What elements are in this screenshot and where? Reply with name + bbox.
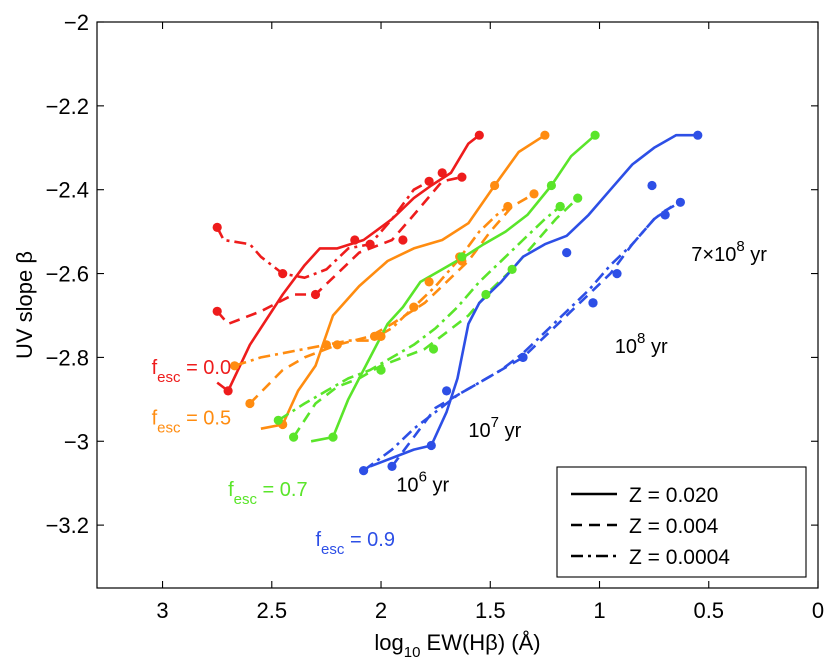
legend: Z = 0.020 Z = 0.004 Z = 0.0004 <box>556 466 807 578</box>
data-point <box>573 193 583 203</box>
age-label: 7×108 yr <box>691 238 767 266</box>
plot-markers <box>212 130 703 476</box>
data-point <box>546 180 557 191</box>
x-tick-label: 1.5 <box>475 598 506 623</box>
y-tick-label: −2.2 <box>46 94 89 119</box>
data-point <box>223 386 233 396</box>
data-point <box>376 365 386 375</box>
data-point <box>409 302 419 312</box>
x-tick-label: 0.5 <box>693 598 724 623</box>
data-point <box>369 331 380 341</box>
data-point <box>359 466 369 476</box>
data-point <box>647 180 657 191</box>
data-point <box>588 298 598 308</box>
series-line-fesc-0.0-z-0.020 <box>216 134 481 393</box>
data-point <box>310 289 321 300</box>
data-point <box>555 201 565 212</box>
fesc-label: fesc = 0.9 <box>315 529 395 558</box>
x-tick-label: 3 <box>156 598 168 623</box>
data-point <box>321 340 331 350</box>
data-point <box>474 130 484 140</box>
data-point <box>481 289 491 300</box>
data-point <box>332 340 342 350</box>
data-point <box>212 306 222 316</box>
y-tick-label: −2.4 <box>46 178 89 203</box>
series-line-fesc-0.7-z-0.020 <box>310 134 596 443</box>
series-line-fesc-0.9-z-0.004 <box>390 201 682 468</box>
data-point <box>398 235 408 245</box>
series-line-fesc-0.0-z-0.0004 <box>216 180 430 280</box>
age-label: 108 yr <box>615 330 668 358</box>
data-point <box>490 180 500 191</box>
data-point <box>328 432 338 442</box>
data-point <box>457 172 467 182</box>
y-tick-label: −3.2 <box>46 513 89 538</box>
data-point <box>562 248 572 258</box>
x-label-subscript: 10 <box>404 644 421 661</box>
series-line-fesc-0.9-z-0.0004 <box>362 205 673 472</box>
data-point <box>365 239 375 249</box>
data-point <box>540 130 550 140</box>
data-point <box>387 461 397 471</box>
age-label: 107 yr <box>468 414 521 442</box>
legend-box <box>556 466 807 578</box>
legend-label: Z = 0.020 <box>629 484 718 507</box>
series-line-fesc-0.7-z-0.0004 <box>277 205 562 422</box>
data-point <box>437 168 447 178</box>
y-tick-label: −2 <box>64 10 89 35</box>
data-point <box>675 197 686 207</box>
y-tick-label: −3 <box>64 429 89 454</box>
x-tick-label: 1 <box>593 598 605 623</box>
data-point <box>212 222 222 232</box>
series-line-fesc-0.0-z-0.004 <box>216 175 463 326</box>
fesc-label: fesc = 0.5 <box>152 407 232 436</box>
data-point <box>442 386 452 396</box>
ticks: 3 2.5 2 1.5 1 0.5 0 −2 −2.2 −2.4 −2.6 −2.8 −3 −3.2 <box>46 10 825 623</box>
data-point <box>424 277 434 287</box>
series-line-fesc-0.7-z-0.004 <box>292 197 579 438</box>
data-point <box>503 201 513 212</box>
x-tick-label: 2.5 <box>256 598 287 623</box>
fesc-label: fesc = 0.0 <box>152 357 232 386</box>
data-point <box>273 415 283 425</box>
data-point <box>590 130 600 140</box>
data-point <box>278 269 288 279</box>
y-tick-label: −2.6 <box>46 262 89 287</box>
data-point <box>376 331 386 341</box>
fesc-label: fesc = 0.7 <box>228 479 308 508</box>
data-point <box>350 235 360 245</box>
data-point <box>245 398 255 409</box>
y-axis-label: UV slope β <box>12 251 37 359</box>
data-point <box>660 210 670 220</box>
data-point <box>612 269 622 279</box>
x-label-suffix: EW(Hβ) (Å) <box>420 630 540 655</box>
data-point <box>518 352 528 362</box>
data-point <box>457 252 467 262</box>
data-point <box>289 432 299 442</box>
data-point <box>424 176 434 186</box>
data-point <box>230 361 240 371</box>
data-point <box>426 440 436 451</box>
data-point <box>507 264 517 274</box>
data-point <box>428 344 439 354</box>
legend-label: Z = 0.0004 <box>629 546 730 569</box>
legend-label: Z = 0.004 <box>629 515 719 538</box>
y-tick-label: −2.8 <box>46 345 89 370</box>
x-axis-label: log10 EW(Hβ) (Å) <box>374 630 540 661</box>
data-point <box>693 130 703 140</box>
plot-frame <box>96 21 819 589</box>
x-tick-label: 2 <box>375 598 387 623</box>
x-label-prefix: log <box>374 630 403 655</box>
age-label: 106 yr <box>396 469 449 497</box>
data-point <box>529 189 539 199</box>
x-tick-label: 0 <box>812 598 824 623</box>
axes <box>96 21 819 589</box>
